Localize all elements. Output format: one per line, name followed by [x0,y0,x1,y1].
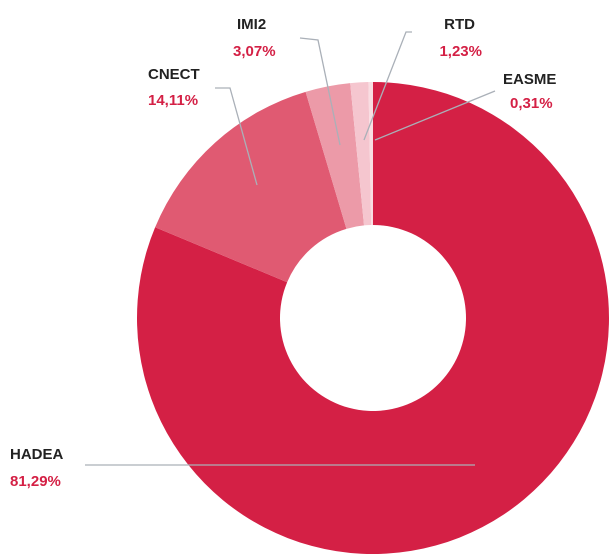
slice-value: 81,29% [10,473,61,490]
slice-name: IMI2 [237,16,266,33]
leader-line [299,37,341,146]
slice-name: CNECT [148,66,200,83]
donut-slice [155,91,347,283]
donut-slice [368,82,373,226]
leader-line [215,87,258,186]
slice-value: 14,11% [148,92,198,109]
leader-line [363,31,412,141]
slice-name: EASME [503,71,556,88]
donut-slice [137,82,610,554]
leader-line [374,90,496,141]
donut-slice [350,82,372,226]
slice-name: RTD [444,16,475,33]
donut-slice [305,83,365,229]
slice-value: 3,07% [233,43,276,60]
slice-value: 0,31% [510,95,553,112]
slice-name: HADEA [10,446,64,463]
slice-value: 1,23% [439,43,482,60]
